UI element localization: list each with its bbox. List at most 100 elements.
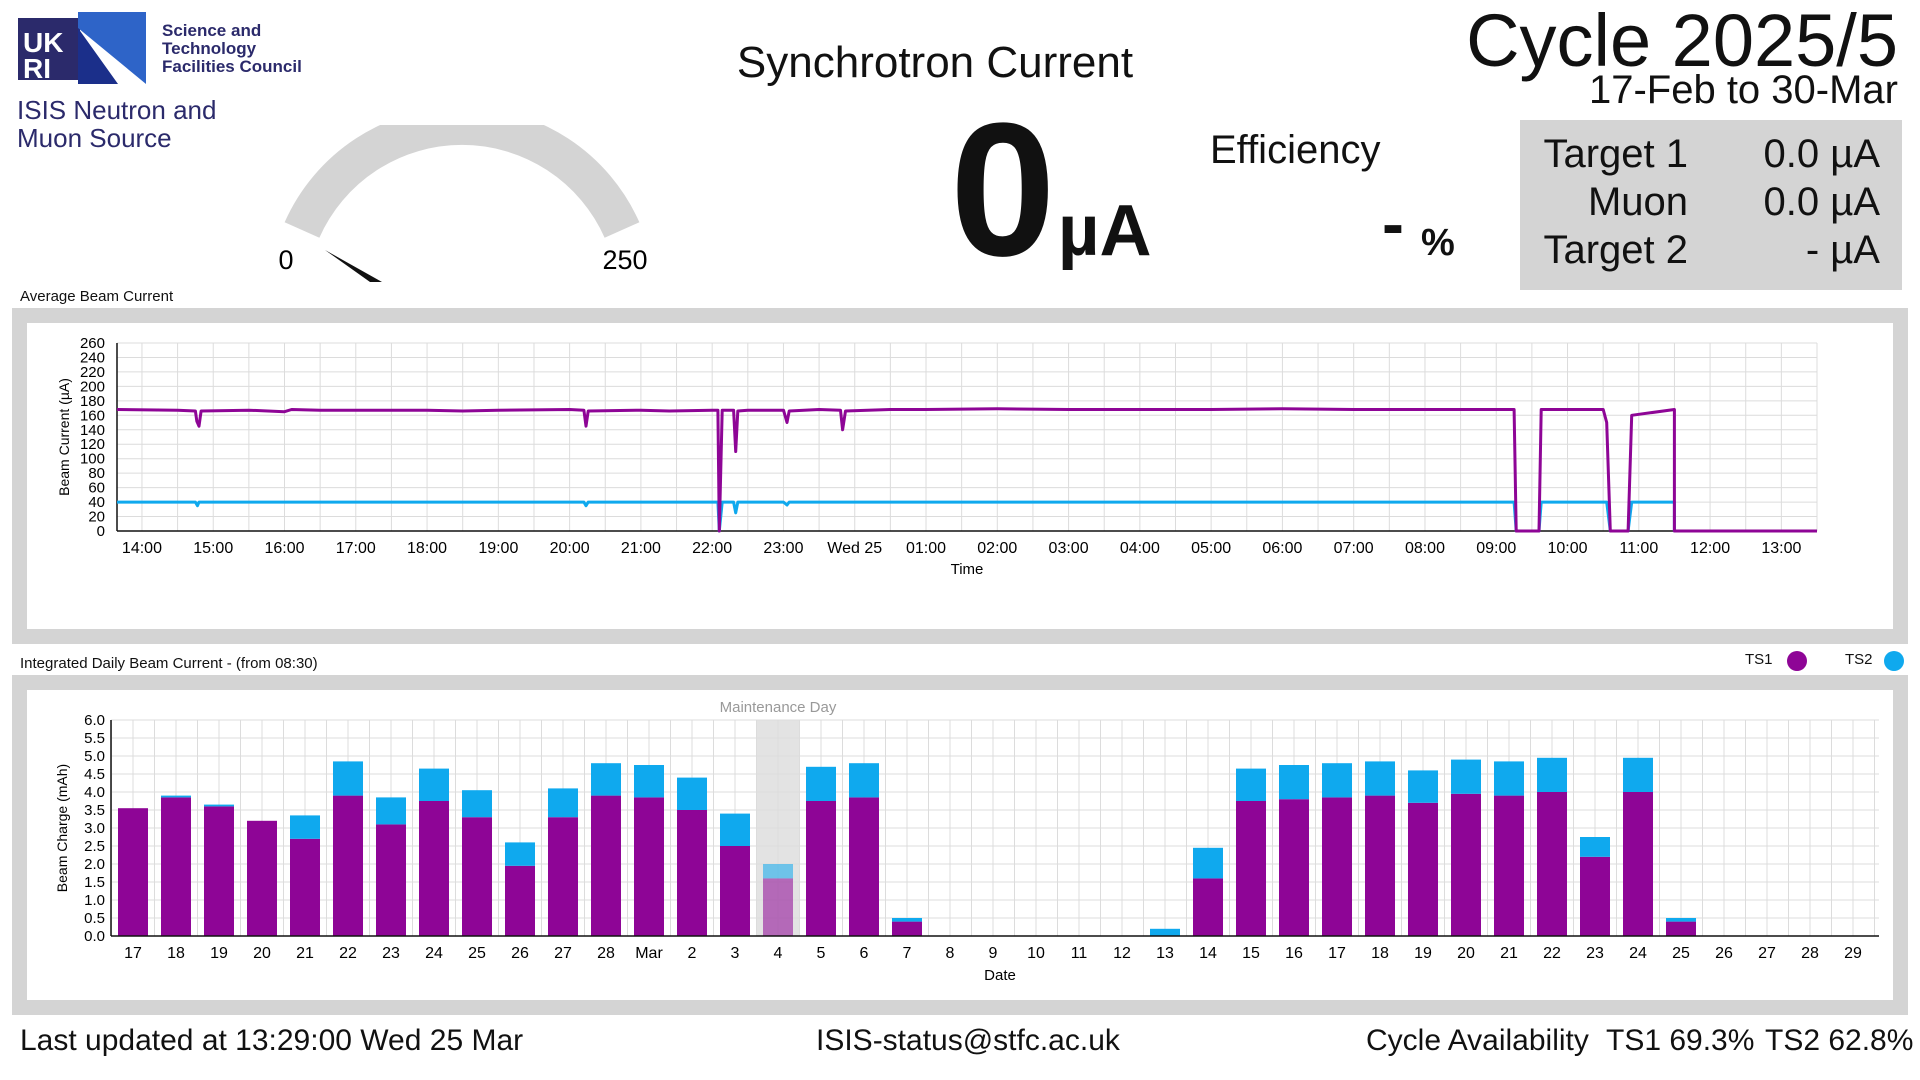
bar-ts2: [1666, 918, 1696, 922]
maintenance-label: Maintenance Day: [720, 699, 837, 716]
x-axis-label: Time: [951, 561, 984, 578]
bar-ts1: [677, 810, 707, 936]
legend-ts2-dot: [1884, 651, 1904, 671]
target-row: Muon 0.0 µA: [1520, 180, 1902, 228]
target-value: 0.0 µA: [1763, 132, 1880, 176]
bar-ts2: [419, 768, 449, 801]
x-tick-label: 19: [1414, 945, 1432, 962]
bar-ts1: [1666, 921, 1696, 936]
target-name: Muon: [1587, 180, 1688, 224]
x-tick-label: 2: [688, 945, 697, 962]
x-tick-label: 12: [1113, 945, 1131, 962]
council-line: Technology: [162, 39, 257, 58]
average-beam-current-label: Average Beam Current: [20, 288, 174, 305]
y-tick-label: 20: [88, 509, 105, 526]
x-tick-label: 17:00: [336, 540, 376, 557]
contact-email[interactable]: ISIS-status@stfc.ac.uk: [816, 1024, 1120, 1057]
bar-ts2: [677, 777, 707, 810]
bar-ts2: [462, 790, 492, 818]
cycle-title: Cycle 2025/5: [1466, 0, 1898, 82]
bar-ts1: [849, 797, 879, 936]
x-tick-label: 28: [1801, 945, 1819, 962]
average-beam-current-panel: 0 20 40 60 80 100 120 140 160 180 200 220 240 260 14:0…: [12, 308, 1908, 644]
y-tick-label: 80: [88, 465, 105, 482]
y-tick-label: 3.5: [84, 802, 105, 819]
series-line-ts1: [116, 407, 1817, 533]
target-name: Target 1: [1543, 132, 1688, 176]
y-tick-label: 240: [80, 349, 105, 366]
x-axis-label: Date: [984, 967, 1016, 984]
legend-ts1-label: TS1: [1745, 651, 1773, 668]
y-tick-label: 220: [80, 364, 105, 381]
y-tick-label: 5.0: [84, 748, 105, 765]
x-tick-label: 20: [1457, 945, 1475, 962]
bar-ts2: [591, 763, 621, 796]
gauge-needle: [325, 250, 382, 282]
bar-ts2: [1451, 759, 1481, 794]
bar-ts1: [376, 824, 406, 936]
target-currents: Target 1 0.0 µA Muon 0.0 µA Target 2 - µ…: [1520, 120, 1902, 290]
bar-ts2: [161, 795, 191, 798]
x-tick-label: 23: [1586, 945, 1604, 962]
x-tick-label: 04:00: [1120, 540, 1160, 557]
bar-ts1: [1537, 792, 1567, 936]
x-tick-label: 08:00: [1405, 540, 1445, 557]
cycle-dates: 17-Feb to 30-Mar: [1588, 68, 1898, 112]
bar-ts2: [204, 804, 234, 807]
bar-ts1: [892, 921, 922, 936]
y-tick-label: 0.5: [84, 910, 105, 927]
target-value: - µA: [1805, 228, 1880, 272]
chart-area: 0 20 40 60 80 100 120 140 160 180 200 220 240 260 14:0…: [27, 323, 1893, 629]
integrated-daily-label: Integrated Daily Beam Current - (from 08…: [20, 655, 318, 672]
integrated-daily-chart: Maintenance Day0.00.51.01.52.02.53.03.54…: [54, 699, 1879, 984]
x-tick-label: 11:00: [1619, 540, 1658, 557]
x-tick-label: 29: [1844, 945, 1862, 962]
bar-ts1: [548, 817, 578, 936]
x-tick-label: 17: [1328, 945, 1346, 962]
x-tick-label: 15: [1242, 945, 1260, 962]
x-tick-label: 06:00: [1262, 540, 1302, 557]
bar-ts2: [548, 788, 578, 818]
ukri-logo: UK RI: [18, 12, 146, 84]
efficiency-unit: %: [1421, 222, 1455, 264]
x-tick-label: 23: [382, 945, 400, 962]
bar-ts2: [1150, 928, 1180, 936]
x-tick-label: 9: [989, 945, 998, 962]
bar-ts2: [806, 766, 836, 801]
x-tick-label: 02:00: [977, 540, 1017, 557]
y-tick-label: 1.5: [84, 874, 105, 891]
gauge-min-label: 0: [278, 245, 293, 275]
bar-ts1: [1193, 878, 1223, 936]
bar-ts1: [1408, 802, 1438, 936]
gauge-max-label: 250: [602, 245, 647, 275]
y-tick-label: 0.0: [84, 928, 105, 945]
bar-ts1: [333, 795, 363, 936]
x-tick-label: 22: [339, 945, 357, 962]
target-row: Target 1 0.0 µA: [1520, 132, 1902, 180]
bar-ts1: [591, 795, 621, 936]
x-tick-label: 7: [903, 945, 912, 962]
bar-ts1: [505, 865, 535, 936]
bar-ts2: [376, 797, 406, 825]
bar-ts2: [720, 813, 750, 846]
bar-ts1: [1322, 797, 1352, 936]
y-tick-label: 100: [80, 451, 105, 468]
x-tick-label: 01:00: [906, 540, 946, 557]
x-tick-label: 03:00: [1049, 540, 1089, 557]
x-tick-label: 16:00: [264, 540, 304, 557]
bar-ts1: [763, 878, 793, 936]
y-tick-label: 3.0: [84, 820, 105, 837]
last-updated: Last updated at 13:29:00 Wed 25 Mar: [20, 1024, 524, 1057]
bar-ts1: [1365, 795, 1395, 936]
bar-ts2: [290, 815, 320, 839]
bar-ts2: [505, 842, 535, 866]
y-tick-label: 60: [88, 480, 105, 497]
x-tick-label: 3: [731, 945, 740, 962]
y-tick-label: 120: [80, 436, 105, 453]
x-tick-label: 25: [1672, 945, 1690, 962]
y-axis-label: Beam Charge (mAh): [54, 764, 70, 892]
y-tick-label: 1.0: [84, 892, 105, 909]
x-tick-label: 14:00: [122, 540, 162, 557]
efficiency-label: Efficiency: [1210, 128, 1381, 172]
bar-ts2: [333, 761, 363, 796]
